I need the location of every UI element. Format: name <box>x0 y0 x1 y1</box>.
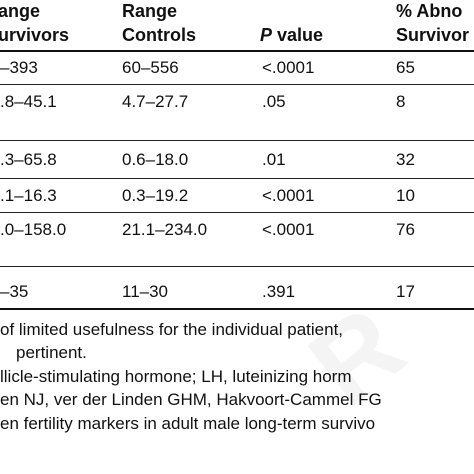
row4-survivors: .1–16.3 <box>0 186 57 205</box>
header-abnormal-line1: % Abno <box>396 1 463 21</box>
header-survivors-line2: urvivors <box>0 25 70 45</box>
row2-pvalue: .05 <box>262 92 286 111</box>
row-divider <box>0 266 474 267</box>
row2-abnormal: 8 <box>396 92 406 111</box>
row6-controls: 11–30 <box>122 282 169 301</box>
row4-controls: 0.3–19.2 <box>122 186 189 205</box>
footnote-line-1: of limited usefulness for the individual… <box>0 320 344 339</box>
row5-survivors: .0–158.0 <box>0 220 67 239</box>
row6-survivors: –35 <box>0 282 29 301</box>
row5-controls: 21.1–234.0 <box>122 220 208 239</box>
row3-abnormal: 32 <box>396 150 415 169</box>
row-divider <box>0 84 474 85</box>
header-controls-line2: Controls <box>122 25 196 45</box>
header-pvalue-rest: value <box>272 25 324 45</box>
row2-controls: 4.7–27.7 <box>122 92 189 111</box>
row2-survivors: .8–45.1 <box>0 92 57 111</box>
row6-abnormal: 17 <box>396 282 415 301</box>
row3-pvalue: .01 <box>262 150 286 169</box>
row3-controls: 0.6–18.0 <box>122 150 189 169</box>
row6-pvalue: .391 <box>262 282 296 301</box>
row1-controls: 60–556 <box>122 58 179 77</box>
header-survivors-line1: ange <box>0 1 41 21</box>
row4-pvalue: <.0001 <box>262 186 315 205</box>
row-divider <box>0 140 474 141</box>
row1-pvalue: <.0001 <box>262 58 315 77</box>
row-divider <box>0 212 474 213</box>
footnote-line-2: pertinent. <box>16 343 87 362</box>
row1-abnormal: 65 <box>396 58 415 77</box>
header-pvalue: P value <box>260 24 323 46</box>
footnote-line-5: en fertility markers in adult male long-… <box>0 414 376 433</box>
header-rule <box>0 50 474 52</box>
row1-survivors: –393 <box>0 58 38 77</box>
header-abnormal-line2: Survivor <box>396 25 470 45</box>
footnote-line-3: llicle-stimulating hormone; LH, luteiniz… <box>0 367 352 386</box>
row5-pvalue: <.0001 <box>262 220 315 239</box>
row-divider <box>0 178 474 179</box>
header-pvalue-italic: P <box>260 25 273 45</box>
header-controls-line1: Range <box>122 1 178 21</box>
row4-abnormal: 10 <box>396 186 415 205</box>
row5-abnormal: 76 <box>396 220 415 239</box>
table-bottom-rule <box>0 308 474 310</box>
row3-survivors: .3–65.8 <box>0 150 57 169</box>
footnote-line-4: en NJ, ver der Linden GHM, Hakvoort-Camm… <box>0 390 382 409</box>
